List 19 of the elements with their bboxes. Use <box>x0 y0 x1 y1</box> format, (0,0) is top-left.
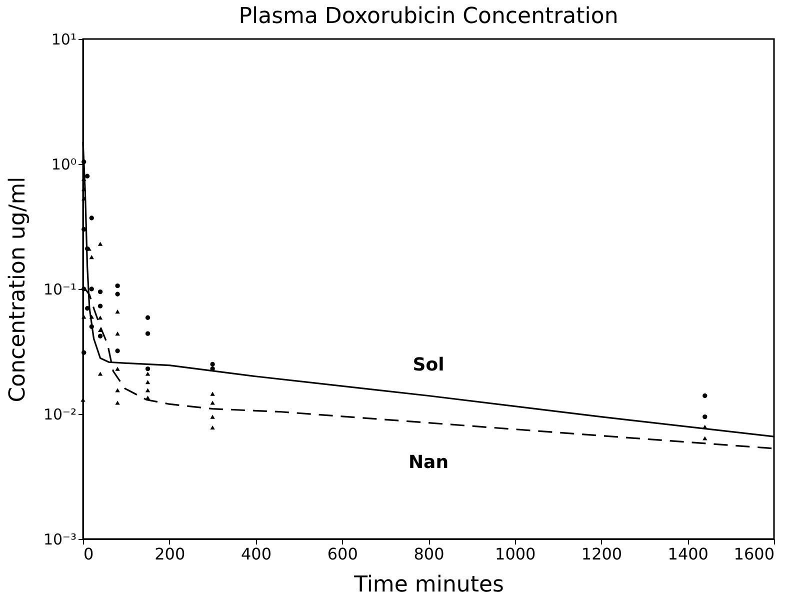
y-tick-label: 10¹ <box>51 30 76 48</box>
series-label: Sol <box>412 354 444 376</box>
y-tick-label: 10⁰ <box>51 156 76 174</box>
x-tick-label: 1200 <box>581 544 622 564</box>
x-tick-label: 0 <box>84 544 94 564</box>
y-tick-label: 10⁻³ <box>43 530 76 548</box>
x-tick-label: 1000 <box>495 544 536 564</box>
y-tick-label: 10⁻² <box>43 406 76 424</box>
x-tick-label: 400 <box>240 544 272 564</box>
y-tick-label: 10⁻¹ <box>43 280 76 298</box>
series-label: Nan <box>408 452 449 473</box>
x-axis-title: Time minutes <box>353 572 504 598</box>
x-tick-label: 800 <box>414 544 444 564</box>
x-tick-label: 1600 <box>734 544 774 564</box>
y-axis-title: Concentration ug/ml <box>5 176 30 402</box>
x-tick-label: 600 <box>327 544 358 564</box>
chart-title: Plasma Doxorubicin Concentration <box>238 4 618 29</box>
x-tick-label: 200 <box>154 544 186 564</box>
x-tick-label: 1400 <box>668 544 708 564</box>
